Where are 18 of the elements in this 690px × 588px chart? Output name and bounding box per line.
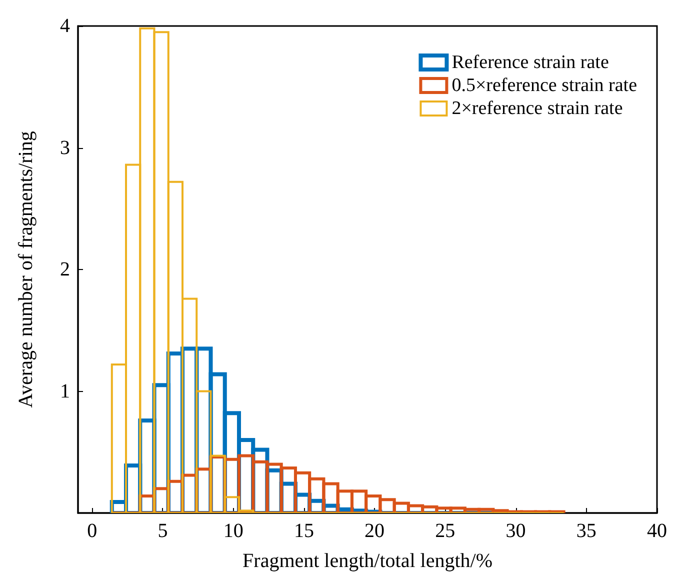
y-tick-label: 3 xyxy=(60,136,70,159)
x-tick-label: 0 xyxy=(87,520,98,542)
x-tick-label: 30 xyxy=(506,520,526,542)
y-tick-label: 2 xyxy=(60,258,70,280)
legend-label: Reference strain rate xyxy=(452,52,609,73)
x-axis-title: Fragment length/total length/% xyxy=(242,550,492,572)
x-tick-label: 40 xyxy=(647,520,667,542)
y-axis-title: Average number of fragments/ring xyxy=(15,131,37,408)
y-tick-label: 1 xyxy=(60,380,70,402)
x-tick-label: 20 xyxy=(364,520,385,542)
x-tick-label: 15 xyxy=(294,520,314,542)
legend-label: 0.5×reference strain rate xyxy=(452,75,637,96)
x-tick-label: 25 xyxy=(435,520,456,542)
x-tick-label: 5 xyxy=(158,520,168,542)
legend-label: 2×reference strain rate xyxy=(452,98,623,119)
x-tick-label: 10 xyxy=(223,520,244,542)
y-tick-label: 4 xyxy=(60,15,70,37)
x-tick-label: 35 xyxy=(576,520,596,542)
